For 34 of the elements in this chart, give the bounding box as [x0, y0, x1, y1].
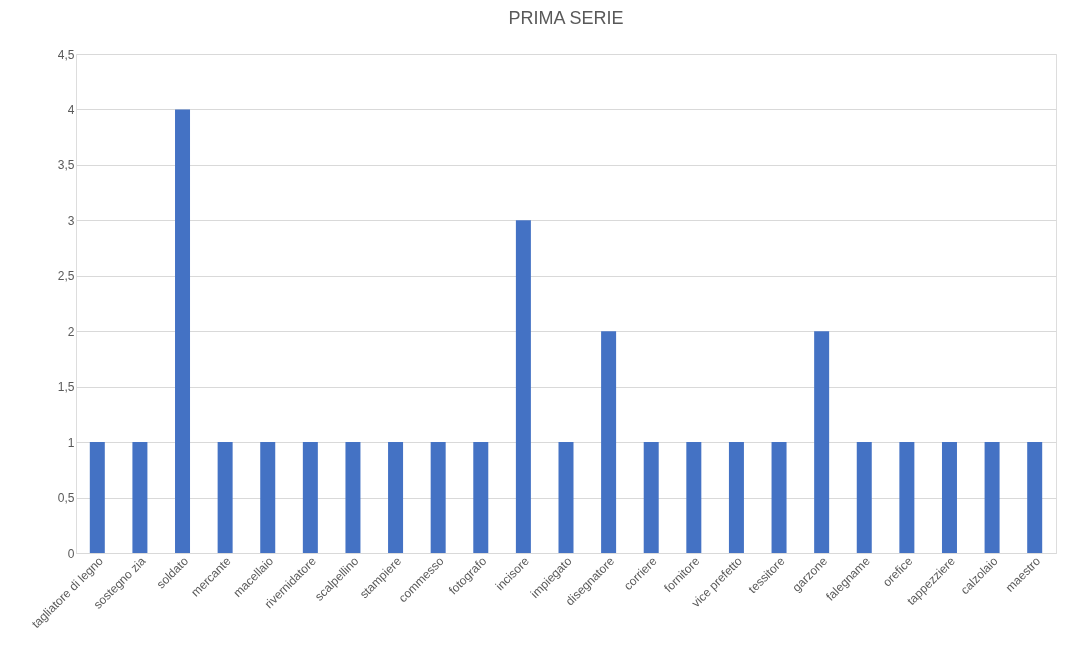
- bar: [473, 442, 489, 553]
- y-tick-label: 2,5: [57, 269, 75, 284]
- y-tick-label: 4: [67, 102, 75, 117]
- y-tick-label: 1: [67, 435, 75, 450]
- bar: [388, 442, 404, 553]
- bar: [984, 442, 1000, 553]
- y-tick-label: 4,5: [57, 47, 75, 62]
- y-tick-label: 3: [67, 213, 75, 228]
- bar: [175, 109, 191, 553]
- bar: [558, 442, 574, 553]
- bar: [601, 331, 617, 553]
- bar: [345, 442, 361, 553]
- bar: [89, 442, 105, 553]
- y-tick-label: 1,5: [57, 380, 75, 395]
- y-tick-label: 0: [67, 546, 75, 561]
- bar: [814, 331, 830, 553]
- bar: [856, 442, 872, 553]
- bar: [217, 442, 233, 553]
- y-tick-label: 2: [67, 324, 75, 339]
- bar: [643, 442, 659, 553]
- bar: [515, 220, 531, 553]
- bar: [1027, 442, 1043, 553]
- bar: [430, 442, 446, 553]
- bar: [302, 442, 318, 553]
- chart-title: PRIMA SERIE: [508, 8, 624, 28]
- bar: [686, 442, 702, 553]
- y-tick-label: 3,5: [57, 158, 75, 173]
- bar: [132, 442, 148, 553]
- bar: [260, 442, 276, 553]
- y-tick-label: 0,5: [57, 491, 75, 506]
- bar: [899, 442, 915, 553]
- bar: [941, 442, 957, 553]
- bar: [771, 442, 787, 553]
- bar: [728, 442, 744, 553]
